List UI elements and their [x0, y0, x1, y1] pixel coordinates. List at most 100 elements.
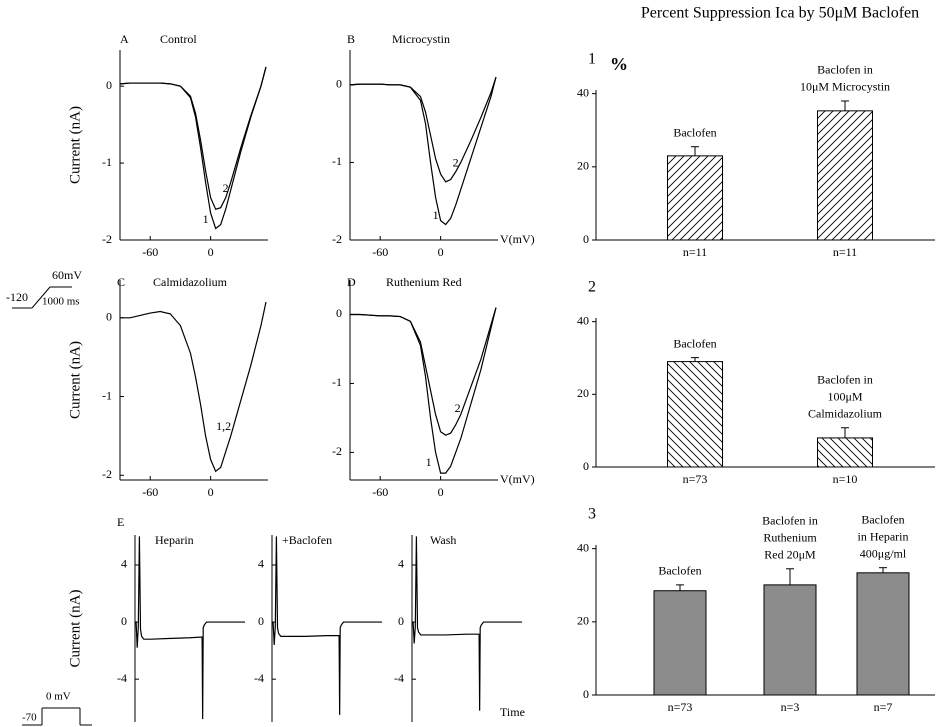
bar: [856, 572, 910, 696]
y-axis-label: Current (nA): [67, 341, 83, 419]
panel-title: Microcystin: [392, 32, 450, 46]
y-tick-label: -2: [332, 232, 342, 246]
y-tick-label: -1: [332, 154, 342, 168]
x-axis-label: V(mV): [500, 232, 535, 246]
y-tick-label: 0: [583, 459, 589, 473]
curve-label: 1: [433, 208, 439, 222]
protocol-line: [31, 286, 51, 309]
y-tick-label: 40: [577, 313, 589, 327]
y-tick-label: 40: [577, 85, 589, 99]
bar-label: Baclofen in: [817, 373, 873, 387]
y-axis-label: %: [610, 54, 628, 74]
y-tick-label: -2: [102, 232, 112, 246]
trace: [272, 536, 382, 715]
y-tick-label: 20: [577, 614, 589, 628]
x-tick-label: 0: [208, 485, 214, 499]
protocol-label: 0 mV: [46, 691, 71, 703]
x-tick-label: 0: [438, 245, 444, 259]
trace: [350, 307, 497, 436]
bar: [763, 584, 817, 696]
bar-label: Baclofen: [658, 564, 701, 578]
protocol-label: -120: [6, 290, 28, 304]
panel-title: Heparin: [155, 533, 194, 547]
y-tick-label: -4: [117, 671, 127, 685]
bar-label: 100μM: [827, 390, 862, 404]
y-tick-label: 0: [106, 310, 112, 324]
curve-label: 2: [223, 181, 229, 195]
y-axis-label: Current (nA): [67, 106, 83, 184]
panel-letter: B: [347, 32, 355, 46]
x-tick-label: 0: [208, 245, 214, 259]
y-tick-label: -1: [332, 375, 342, 389]
panel-title: Calmidazolium: [153, 275, 228, 289]
panel-title: Ruthenium Red: [386, 275, 462, 289]
bar-label: 400μg/ml: [860, 546, 907, 560]
step-protocol: 0 mV -70: [22, 691, 92, 726]
y-axis-label: Current (nA): [67, 590, 83, 668]
y-tick-label: -2: [332, 444, 342, 458]
curve-label: 1: [203, 212, 209, 226]
panel-letter: A: [120, 32, 129, 46]
panel-title: +Baclofen: [282, 533, 332, 547]
bar-label: Calmidazolium: [808, 407, 883, 421]
y-tick-label: -2: [102, 467, 112, 481]
bar: [667, 155, 723, 241]
bar-label: Baclofen: [861, 512, 904, 526]
bar: [667, 361, 723, 468]
bar-label: Baclofen in: [762, 514, 818, 528]
ramp-protocol: -120 60mV 1000 ms: [6, 268, 82, 309]
y-tick-label: -1: [102, 155, 112, 169]
curve-label: 2: [455, 401, 461, 415]
y-tick-label: -4: [394, 671, 404, 685]
y-tick-label: 0: [583, 687, 589, 701]
panel-number: 3: [588, 506, 596, 523]
y-tick-label: 0: [106, 78, 112, 92]
y-tick-label: -1: [102, 388, 112, 402]
category-label: n=10: [833, 472, 858, 486]
bar-label: Red 20μM: [764, 548, 816, 562]
x-tick-label: -60: [142, 485, 158, 499]
category-label: n=73: [683, 472, 708, 486]
y-tick-label: 40: [577, 540, 589, 554]
panel-title: Wash: [430, 533, 456, 547]
trace: [349, 76, 497, 183]
trace: [120, 301, 267, 473]
y-tick-label: 0: [398, 614, 404, 628]
bar-label: Ruthenium: [763, 531, 817, 545]
trace: [135, 536, 245, 720]
y-tick-label: 4: [398, 557, 404, 571]
x-axis-label: V(mV): [500, 472, 535, 486]
curve-label: 2: [453, 156, 459, 170]
bar-label: in Heparin: [858, 529, 909, 543]
category-label: n=3: [781, 700, 800, 714]
panel-title: Control: [160, 32, 197, 46]
panel-number: 1: [588, 51, 596, 68]
bar-label: Baclofen: [673, 125, 716, 139]
protocol-label: 1000 ms: [42, 296, 80, 308]
protocol-label: -70: [22, 712, 37, 724]
bar: [653, 590, 707, 696]
bar-label: Baclofen: [673, 336, 716, 350]
category-label: n=7: [874, 700, 893, 714]
x-tick-label: -60: [142, 245, 158, 259]
trace: [119, 66, 267, 210]
category-label: n=73: [668, 700, 693, 714]
category-label: n=11: [833, 245, 857, 259]
bar: [817, 110, 873, 241]
panel-letter: D: [347, 275, 356, 289]
trace: [412, 536, 522, 711]
y-tick-label: 20: [577, 159, 589, 173]
bar: [817, 437, 873, 468]
y-tick-label: 0: [336, 77, 342, 91]
x-tick-label: -60: [372, 245, 388, 259]
y-tick-label: 0: [336, 306, 342, 320]
y-tick-label: 0: [258, 614, 264, 628]
curve-label: 1,2: [216, 419, 231, 433]
y-tick-label: 4: [258, 557, 264, 571]
y-tick-label: 0: [583, 232, 589, 246]
protocol-label: 60mV: [52, 268, 82, 282]
x-tick-label: 0: [438, 485, 444, 499]
category-label: n=11: [683, 245, 707, 259]
bar-label: 10μM Microcystin: [800, 80, 890, 94]
